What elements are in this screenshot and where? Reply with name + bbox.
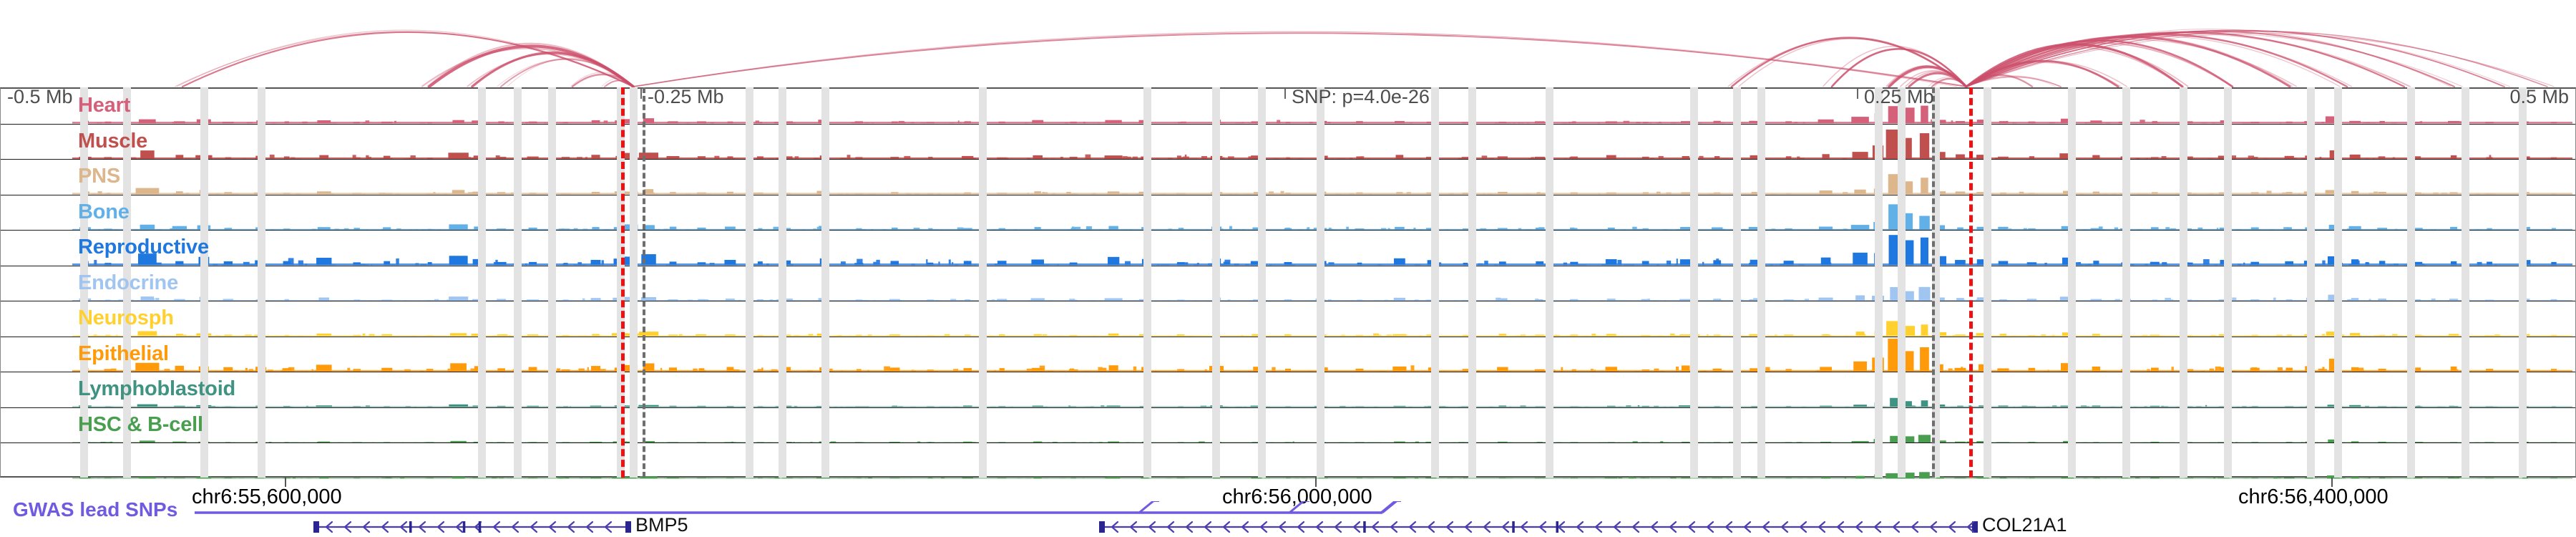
arc-svg [174, 29, 2555, 87]
gwas-lead-snps-label: GWAS lead SNPs [13, 498, 178, 521]
chromatin-loop-arc-panel [0, 0, 2576, 87]
axis-coordinate-label: chr6:55,600,000 [192, 485, 342, 508]
signal-track-pns[interactable]: PNS [1, 160, 2575, 195]
signal-track-stack: Heart Muscle PNS Bone Reproductive Endocrine N… [0, 87, 2576, 479]
track-label-pns: PNS [78, 165, 121, 188]
signal-track-reproductive[interactable]: Reproductive [1, 231, 2575, 266]
signal-track-epithelial[interactable]: Epithelial [1, 337, 2575, 372]
axis-tick [285, 478, 286, 487]
ruler-tick [1284, 88, 1286, 99]
axis-tick [2331, 478, 2333, 487]
ruler-tick [640, 88, 642, 99]
ruler-label: 0.25 Mb [1864, 86, 1934, 107]
gwas-track-svg [195, 501, 1401, 514]
axis-tick [1315, 478, 1317, 487]
gene-label[interactable]: BMP5 [635, 514, 688, 536]
ruler-tick [1857, 88, 1858, 99]
gene-label[interactable]: COL21A1 [1982, 514, 2067, 536]
signal-track-neurosph[interactable]: Neurosph [1, 301, 2575, 337]
gene-model-row[interactable]: BMP5 COL21A1 [0, 514, 2576, 537]
gene-track-svg [313, 521, 1978, 533]
axis-coordinate-label: chr6:56,400,000 [2238, 485, 2389, 508]
signal-track-muscle[interactable]: Muscle [1, 125, 2575, 160]
track-label-lymphoblastoid: Lymphoblastoid [78, 377, 236, 401]
ruler-label: -0.25 Mb [648, 86, 724, 107]
signal-track-bone[interactable]: Bone [1, 195, 2575, 231]
top-ruler: -0.5 Mb -0.25 Mb SNP: p=4.0e-26 0.25 Mb 0.5 … [0, 86, 2576, 112]
track-label-epithelial: Epithelial [78, 342, 169, 365]
track-label-neurosph: Neurosph [78, 306, 174, 330]
signal-track-lymphoblastoid[interactable]: Lymphoblastoid [1, 372, 2575, 408]
axis-coordinate-label: chr6:56,000,000 [1222, 485, 1372, 508]
track-label-hsc-b-cell: HSC & B-cell [78, 412, 203, 436]
ruler-label: SNP: p=4.0e-26 [1292, 86, 1430, 107]
ruler-label: 0.5 Mb [2509, 86, 2569, 107]
signal-track-extra[interactable] [1, 443, 2575, 479]
bottom-coordinate-axis: chr6:55,600,000 chr6:56,000,000 chr6:56,40… [0, 478, 2576, 537]
track-label-reproductive: Reproductive [78, 236, 209, 259]
signal-track-hsc-b-cell[interactable]: HSC & B-cell [1, 408, 2575, 443]
gwas-lead-snp-row[interactable]: GWAS lead SNPs [0, 498, 2576, 521]
track-label-endocrine: Endocrine [78, 271, 178, 294]
track-label-bone: Bone [78, 200, 130, 223]
ruler-label: -0.5 Mb [7, 86, 73, 107]
signal-track-endocrine[interactable]: Endocrine [1, 266, 2575, 301]
track-label-muscle: Muscle [78, 129, 148, 153]
